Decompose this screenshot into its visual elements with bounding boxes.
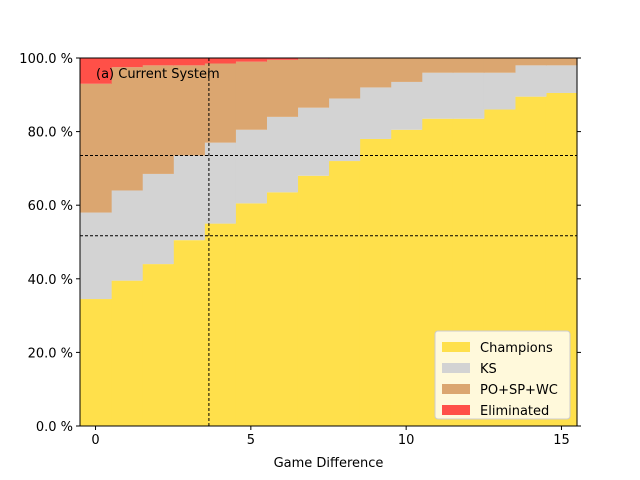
area-step-champions xyxy=(204,223,236,426)
x-tick-label: 10 xyxy=(398,433,415,448)
plot-frame xyxy=(79,57,578,427)
area-step-champions xyxy=(111,280,143,426)
x-tick-label: 0 xyxy=(91,433,99,448)
area-step-ks xyxy=(514,65,547,97)
legend-swatch-champions xyxy=(442,342,470,352)
x-tick-label: 5 xyxy=(247,433,255,448)
area-step-champions xyxy=(142,264,174,426)
area-step-ks xyxy=(173,155,205,241)
area-step-champions xyxy=(328,161,361,427)
area-step-ks xyxy=(235,129,267,204)
legend-label-po-sp-wc: PO+SP+WC xyxy=(480,383,558,398)
y-tick-label: 0.0 % xyxy=(36,420,73,435)
area-step-po-sp-wc xyxy=(266,59,299,117)
area-step-po-sp-wc xyxy=(204,63,236,143)
y-tick-label: 20.0 % xyxy=(28,346,73,361)
area-step-ks xyxy=(297,107,330,176)
legend-label-eliminated: Eliminated xyxy=(480,404,549,419)
legend-frame xyxy=(434,330,571,420)
area-step-po-sp-wc xyxy=(452,58,485,73)
panel-annotation: (a) Current System xyxy=(96,67,220,82)
area-step-eliminated xyxy=(111,58,143,68)
y-tick-label: 100.0 % xyxy=(19,52,73,67)
area-step-ks xyxy=(452,72,485,119)
area-step-po-sp-wc xyxy=(111,67,143,191)
area-step-ks xyxy=(266,116,299,193)
legend: Champions KS PO+SP+WC Eliminated xyxy=(434,330,571,420)
area-step-ks xyxy=(142,173,174,265)
area-step-ks xyxy=(80,212,112,300)
y-tick-label: 80.0 % xyxy=(28,126,73,141)
area-step-ks xyxy=(421,72,454,119)
area-step-po-sp-wc xyxy=(359,58,392,88)
area-step-champions xyxy=(80,299,112,426)
area-step-champions xyxy=(266,192,299,426)
area-step-champions xyxy=(235,203,267,426)
reference-lines xyxy=(80,58,577,426)
area-step-champions xyxy=(297,175,330,426)
area-step-eliminated xyxy=(142,58,174,66)
area-step-eliminated xyxy=(80,58,112,84)
x-axis-label: Game Difference xyxy=(274,456,384,471)
area-step-po-sp-wc xyxy=(545,58,578,66)
area-step-po-sp-wc xyxy=(297,58,330,108)
area-step-eliminated xyxy=(235,58,267,62)
area-step-ks xyxy=(204,142,236,224)
area-step-ks xyxy=(359,87,392,139)
series-po-sp-wc xyxy=(80,58,578,213)
area-step-ks xyxy=(545,65,578,93)
area-step-eliminated xyxy=(266,58,299,60)
area-step-champions xyxy=(359,138,392,426)
legend-swatch-ks xyxy=(442,363,470,373)
area-step-eliminated xyxy=(173,58,205,66)
area-step-po-sp-wc xyxy=(328,58,361,99)
area-step-po-sp-wc xyxy=(421,58,454,73)
series-ks xyxy=(80,65,578,300)
axis-ticks: 0 5 10 15 0.0 % 20.0 % 40.0 % 60.0 % 80.0 % 100.0… xyxy=(19,52,581,448)
legend-label-ks: KS xyxy=(480,362,497,377)
legend-swatch-eliminated xyxy=(442,405,470,415)
area-step-po-sp-wc xyxy=(173,65,205,156)
area-step-po-sp-wc xyxy=(80,83,112,213)
area-step-ks xyxy=(328,98,361,162)
area-step-ks xyxy=(483,72,516,110)
area-step-champions xyxy=(173,240,205,426)
area-step-po-sp-wc xyxy=(483,58,516,73)
area-step-po-sp-wc xyxy=(514,58,547,66)
area-step-ks xyxy=(390,81,423,130)
y-tick-label: 60.0 % xyxy=(28,199,73,214)
area-step-po-sp-wc xyxy=(235,61,267,130)
legend-label-champions: Champions xyxy=(480,341,553,356)
y-tick-label: 40.0 % xyxy=(28,273,73,288)
area-step-champions xyxy=(390,129,423,426)
area-step-eliminated xyxy=(204,58,236,64)
area-step-po-sp-wc xyxy=(390,58,423,82)
x-tick-label: 15 xyxy=(553,433,570,448)
legend-swatch-po-sp-wc xyxy=(442,384,470,394)
